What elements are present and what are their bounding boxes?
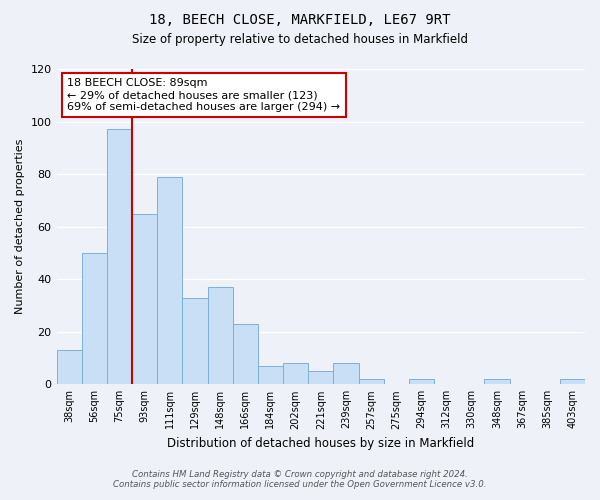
Bar bbox=[107, 130, 132, 384]
Y-axis label: Number of detached properties: Number of detached properties bbox=[15, 139, 25, 314]
Bar bbox=[82, 253, 107, 384]
Bar bbox=[157, 176, 182, 384]
Bar bbox=[233, 324, 258, 384]
Bar bbox=[560, 379, 585, 384]
Bar bbox=[208, 287, 233, 384]
Text: Size of property relative to detached houses in Markfield: Size of property relative to detached ho… bbox=[132, 32, 468, 46]
Bar bbox=[283, 364, 308, 384]
Bar bbox=[409, 379, 434, 384]
Text: 18, BEECH CLOSE, MARKFIELD, LE67 9RT: 18, BEECH CLOSE, MARKFIELD, LE67 9RT bbox=[149, 12, 451, 26]
Bar bbox=[258, 366, 283, 384]
Bar bbox=[334, 364, 359, 384]
Text: Contains HM Land Registry data © Crown copyright and database right 2024.
Contai: Contains HM Land Registry data © Crown c… bbox=[113, 470, 487, 489]
Text: 18 BEECH CLOSE: 89sqm
← 29% of detached houses are smaller (123)
69% of semi-det: 18 BEECH CLOSE: 89sqm ← 29% of detached … bbox=[67, 78, 340, 112]
Bar bbox=[182, 298, 208, 384]
Bar bbox=[56, 350, 82, 384]
Bar bbox=[308, 371, 334, 384]
Bar bbox=[484, 379, 509, 384]
X-axis label: Distribution of detached houses by size in Markfield: Distribution of detached houses by size … bbox=[167, 437, 475, 450]
Bar bbox=[132, 214, 157, 384]
Bar bbox=[359, 379, 383, 384]
